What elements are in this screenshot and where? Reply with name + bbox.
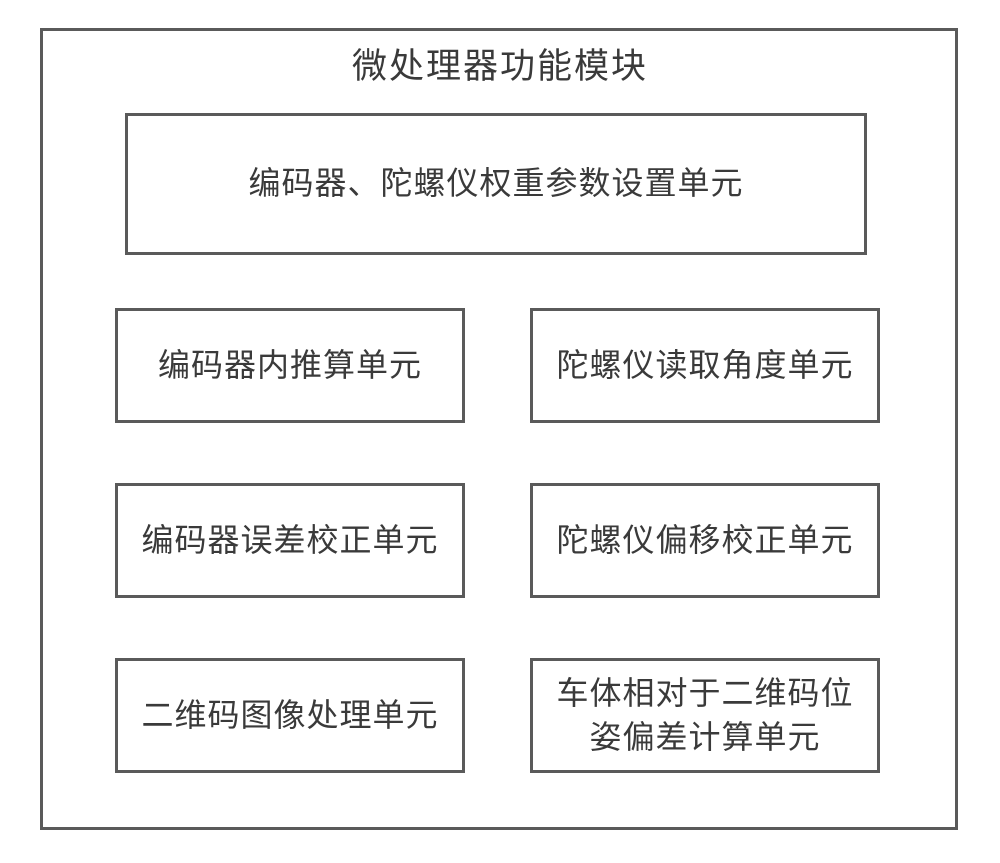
unit-box-gyro-read-angle: 陀螺仪读取角度单元 — [530, 308, 880, 423]
unit-box-weight-param-unit: 编码器、陀螺仪权重参数设置单元 — [125, 113, 867, 255]
diagram-canvas: 微处理器功能模块 编码器、陀螺仪权重参数设置单元编码器内推算单元陀螺仪读取角度单… — [0, 0, 1000, 863]
unit-box-encoder-deadreckon: 编码器内推算单元 — [115, 308, 465, 423]
unit-box-encoder-error-corr: 编码器误差校正单元 — [115, 483, 465, 598]
unit-box-qr-image-proc: 二维码图像处理单元 — [115, 658, 465, 773]
unit-box-body-pose-deviation: 车体相对于二维码位姿偏差计算单元 — [530, 658, 880, 773]
unit-box-gyro-offset-corr: 陀螺仪偏移校正单元 — [530, 483, 880, 598]
diagram-title: 微处理器功能模块 — [300, 38, 700, 88]
